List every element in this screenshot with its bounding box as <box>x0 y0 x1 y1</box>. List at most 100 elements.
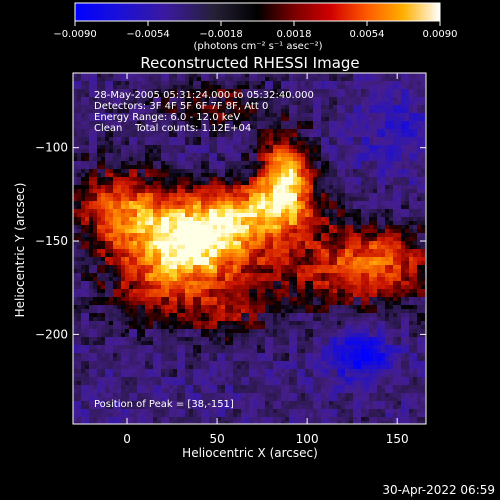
heatmap-cell <box>257 225 261 229</box>
heatmap-cell <box>369 181 373 185</box>
heatmap-cell <box>321 237 325 241</box>
heatmap-cell <box>361 285 365 289</box>
heatmap-cell <box>189 93 193 97</box>
heatmap-cell <box>117 257 121 261</box>
heatmap-cell <box>329 241 333 245</box>
heatmap-cell <box>365 249 369 253</box>
heatmap-cell <box>81 141 85 145</box>
heatmap-cell <box>349 89 353 93</box>
heatmap-cell <box>285 89 289 93</box>
heatmap-cell <box>413 117 417 121</box>
heatmap-cell <box>229 193 233 197</box>
heatmap-cell <box>421 221 425 225</box>
heatmap-cell <box>405 141 409 145</box>
heatmap-cell <box>125 89 129 93</box>
heatmap-cell <box>385 233 389 237</box>
heatmap-cell <box>321 93 325 97</box>
heatmap-cell <box>101 273 105 277</box>
heatmap-cell <box>401 285 405 289</box>
heatmap-cell <box>321 289 325 293</box>
heatmap-cell <box>201 93 205 97</box>
heatmap-cell <box>109 73 113 77</box>
heatmap-cell <box>289 161 293 165</box>
heatmap-cell <box>109 281 113 285</box>
heatmap-cell <box>241 245 245 249</box>
heatmap-cell <box>105 221 109 225</box>
heatmap-cell <box>113 181 117 185</box>
heatmap-cell <box>409 89 413 93</box>
heatmap-cell <box>413 129 417 133</box>
heatmap-cell <box>385 113 389 117</box>
heatmap-cell <box>133 93 137 97</box>
heatmap-cell <box>129 265 133 269</box>
heatmap-cell <box>241 265 245 269</box>
heatmap-cell <box>389 217 393 221</box>
heatmap-cell <box>93 177 97 181</box>
heatmap-cell <box>325 193 329 197</box>
heatmap-cell <box>341 253 345 257</box>
heatmap-cell <box>269 149 273 153</box>
heatmap-cell <box>313 73 317 77</box>
heatmap-cell <box>89 193 93 197</box>
heatmap-cell <box>409 225 413 229</box>
heatmap-cell <box>173 269 177 273</box>
heatmap-cell <box>193 113 197 117</box>
heatmap-cell <box>81 209 85 213</box>
heatmap-cell <box>373 237 377 241</box>
heatmap-cell <box>189 277 193 281</box>
heatmap-cell <box>333 113 337 117</box>
heatmap-cell <box>213 209 217 213</box>
heatmap-cell <box>101 237 105 241</box>
heatmap-cell <box>353 177 357 181</box>
heatmap-cell <box>241 149 245 153</box>
heatmap-cell <box>341 85 345 89</box>
heatmap-cell <box>385 109 389 113</box>
heatmap-cell <box>157 185 161 189</box>
heatmap-cell <box>193 149 197 153</box>
heatmap-cell <box>153 149 157 153</box>
heatmap-cell <box>169 197 173 201</box>
heatmap-cell <box>77 153 81 157</box>
heatmap-cell <box>237 157 241 161</box>
heatmap-cell <box>77 141 81 145</box>
heatmap-cell <box>333 277 337 281</box>
heatmap-cell <box>293 213 297 217</box>
heatmap-cell <box>149 289 153 293</box>
heatmap-cell <box>133 269 137 273</box>
heatmap-cell <box>189 161 193 165</box>
heatmap-cell <box>261 113 265 117</box>
heatmap-cell <box>309 269 313 273</box>
heatmap-cell <box>105 189 109 193</box>
heatmap-cell <box>169 277 173 281</box>
heatmap-cell <box>313 77 317 81</box>
heatmap-cell <box>97 245 101 249</box>
heatmap-cell <box>325 161 329 165</box>
heatmap-cell <box>353 161 357 165</box>
heatmap-cell <box>125 213 129 217</box>
heatmap-cell <box>181 277 185 281</box>
heatmap-cell <box>133 73 137 77</box>
heatmap-cell <box>225 261 229 265</box>
heatmap-cell <box>173 153 177 157</box>
heatmap-cell <box>77 245 81 249</box>
heatmap-cell <box>341 117 345 121</box>
heatmap-cell <box>125 197 129 201</box>
heatmap-cell <box>149 137 153 141</box>
heatmap-cell <box>197 145 201 149</box>
heatmap-cell <box>89 225 93 229</box>
heatmap-cell <box>117 117 121 121</box>
heatmap-cell <box>169 185 173 189</box>
heatmap-cell <box>413 73 417 77</box>
heatmap-cell <box>109 229 113 233</box>
heatmap-cell <box>161 221 165 225</box>
heatmap-cell <box>221 269 225 273</box>
heatmap-cell <box>145 269 149 273</box>
heatmap-cell <box>385 129 389 133</box>
heatmap-cell <box>197 205 201 209</box>
heatmap-cell <box>393 281 397 285</box>
heatmap-cell <box>409 113 413 117</box>
heatmap-cell <box>165 125 169 129</box>
heatmap-cell <box>181 189 185 193</box>
heatmap-cell <box>253 277 257 281</box>
heatmap-cell <box>277 165 281 169</box>
